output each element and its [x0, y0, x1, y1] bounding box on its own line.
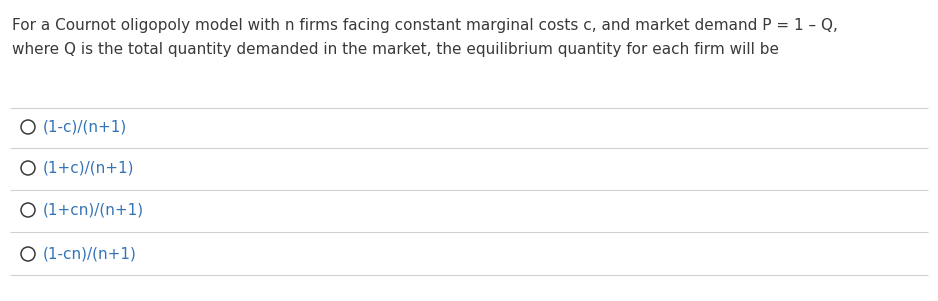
Text: where Q is the total quantity demanded in the market, the equilibrium quantity f: where Q is the total quantity demanded i… — [12, 42, 779, 57]
Text: For a Cournot oligopoly model with n firms facing constant marginal costs c, and: For a Cournot oligopoly model with n fir… — [12, 18, 838, 33]
Text: (1-cn)/(n+1): (1-cn)/(n+1) — [43, 247, 137, 262]
Text: (1+c)/(n+1): (1+c)/(n+1) — [43, 160, 134, 175]
Text: (1+cn)/(n+1): (1+cn)/(n+1) — [43, 203, 144, 218]
Text: (1-c)/(n+1): (1-c)/(n+1) — [43, 119, 128, 135]
